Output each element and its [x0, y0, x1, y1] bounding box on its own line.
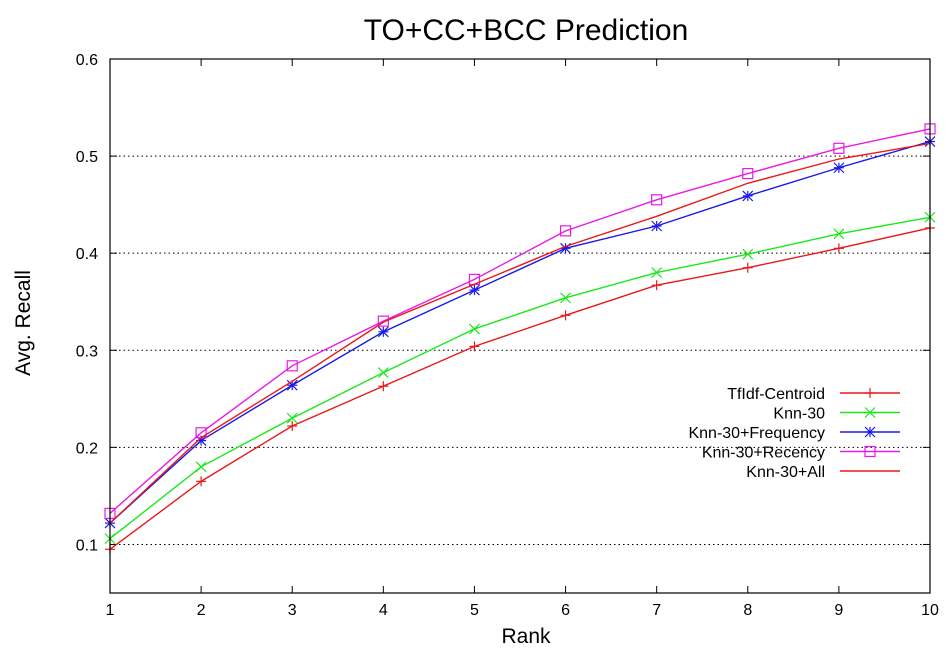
y-tick-label: 0.5: [76, 149, 98, 166]
data-point: [469, 341, 480, 352]
x-tick-label: 2: [197, 602, 206, 619]
data-point: [742, 248, 754, 260]
data-point: [651, 267, 663, 279]
chart-title: TO+CC+BCC Prediction: [364, 14, 689, 47]
x-axis-label: Rank: [501, 625, 551, 648]
y-axis-ticks: 0.1 0.2 0.3 0.4 0.5 0.6: [76, 52, 930, 554]
y-tick-label: 0.3: [76, 343, 98, 360]
data-point: [378, 381, 389, 392]
data-point: [469, 284, 480, 296]
series-line: [109, 216, 931, 540]
data-point: [559, 225, 572, 237]
series-line: [109, 128, 931, 514]
legend: TfIdf-Centroid Knn-30 Knn-30+Frequency Knn-…: [688, 386, 900, 481]
legend-item: Knn-30+All: [746, 464, 900, 481]
data-point: [377, 326, 389, 338]
legend-marker: [864, 407, 876, 418]
legend-marker: [864, 426, 876, 438]
data-point: [287, 421, 298, 432]
x-tick-label: 6: [561, 602, 570, 619]
x-axis-ticks: 1 2 3 4 5 6 7 8 9 10: [106, 59, 939, 619]
x-tick-label: 9: [834, 602, 843, 619]
series-line: [109, 140, 931, 524]
data-point: [651, 280, 662, 291]
series-2: [104, 211, 936, 545]
x-tick-label: 1: [106, 602, 115, 619]
data-point: [195, 461, 207, 473]
y-axis-label: Avg. Recall: [12, 270, 35, 376]
data-point: [469, 323, 480, 335]
legend-marker: [864, 445, 876, 458]
data-point: [196, 476, 207, 487]
data-point: [286, 412, 298, 424]
x-tick-label: 10: [921, 602, 939, 619]
data-point: [560, 310, 571, 321]
y-tick-label: 0.1: [76, 537, 98, 554]
data-point: [651, 220, 663, 232]
grid: [110, 155, 930, 545]
legend-item: Knn-30: [773, 406, 900, 423]
x-tick-label: 4: [379, 602, 388, 619]
y-tick-label: 0.4: [76, 246, 98, 263]
plot-area-frame: [109, 58, 931, 594]
data-point: [742, 262, 753, 273]
legend-item: Knn-30+Frequency: [688, 425, 900, 442]
series-line: [109, 227, 931, 550]
data-point: [286, 360, 298, 372]
y-tick-label: 0.2: [76, 440, 98, 457]
data-point: [377, 367, 389, 379]
x-tick-label: 8: [743, 602, 752, 619]
legend-label: Knn-30: [773, 406, 825, 423]
x-tick-label: 5: [470, 602, 479, 619]
legend-item: TfIdf-Centroid: [727, 386, 900, 403]
series-line: [109, 142, 931, 524]
legend-marker: [865, 388, 875, 398]
x-tick-label: 3: [288, 602, 297, 619]
data-point: [742, 167, 754, 180]
y-tick-label: 0.6: [76, 52, 98, 69]
data-point: [377, 315, 389, 327]
series-group: [104, 123, 936, 555]
data-point: [833, 142, 845, 154]
data-point: [286, 379, 298, 391]
data-point: [560, 292, 571, 304]
legend-label: Knn-30+Recency: [702, 445, 825, 462]
legend-label: Knn-30+Frequency: [688, 425, 825, 442]
legend-item: Knn-30+Recency: [702, 445, 900, 462]
data-point: [833, 243, 844, 254]
series-1: [105, 222, 935, 555]
data-point: [742, 190, 754, 202]
legend-label: Knn-30+All: [746, 464, 825, 481]
legend-label: TfIdf-Centroid: [727, 386, 825, 403]
series-5: [109, 142, 931, 524]
data-point: [833, 228, 845, 240]
x-tick-label: 7: [652, 602, 661, 619]
data-point: [651, 194, 663, 206]
data-point: [833, 162, 845, 174]
